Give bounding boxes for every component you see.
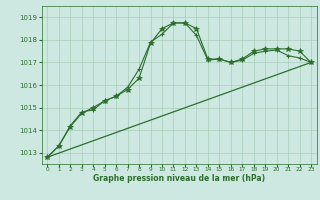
X-axis label: Graphe pression niveau de la mer (hPa): Graphe pression niveau de la mer (hPa): [93, 174, 265, 183]
